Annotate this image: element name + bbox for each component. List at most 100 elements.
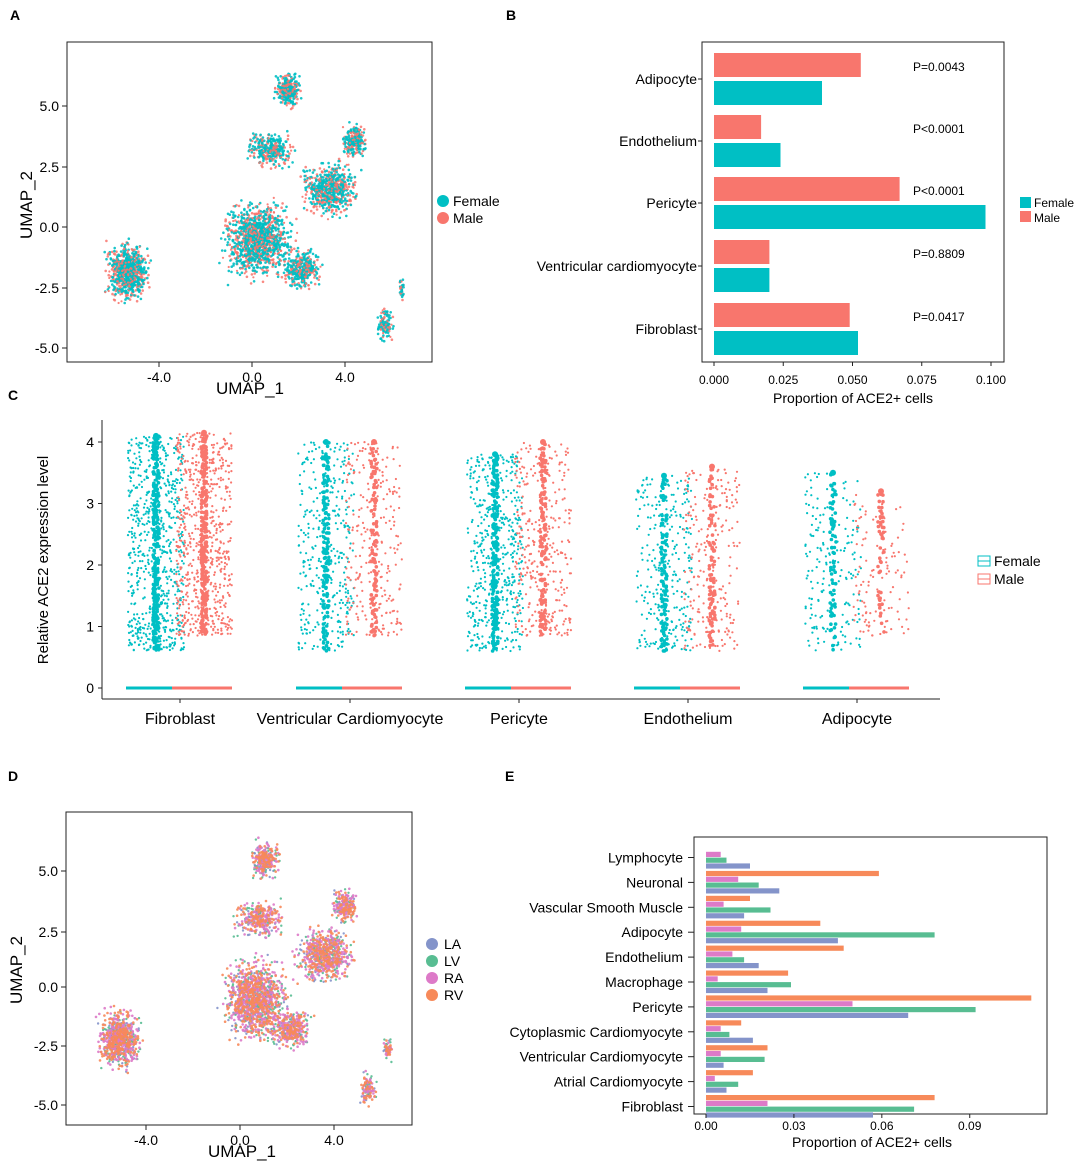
cell-point (280, 275, 284, 279)
cell-point (283, 209, 287, 212)
cell-point (241, 249, 244, 252)
cell-point (341, 168, 345, 171)
cell-point (379, 320, 382, 323)
cell-point (305, 190, 309, 193)
cell-point-female (175, 627, 178, 631)
cell-point (290, 149, 293, 152)
cell-point (117, 263, 121, 266)
cell-point-female (171, 622, 174, 625)
cell-point-female (135, 457, 138, 460)
cell-point (245, 265, 248, 268)
cell-point (335, 169, 338, 172)
cell-point (281, 142, 285, 146)
cell-point (308, 186, 311, 189)
cell-point (271, 137, 275, 141)
cell-point-female (166, 582, 169, 585)
cell-point (130, 267, 133, 270)
cell-point (149, 259, 153, 262)
cell-point (309, 258, 312, 261)
cell-point (286, 245, 289, 249)
cell-point (294, 95, 297, 98)
cell-point-female (127, 580, 130, 583)
cell-point-female (131, 461, 135, 464)
cell-point-female (167, 635, 170, 638)
cell-point (287, 253, 291, 256)
cell-point (320, 190, 323, 193)
median-point-female (153, 488, 157, 493)
cell-point (269, 251, 273, 254)
cell-point (289, 260, 293, 263)
cell-point (350, 134, 354, 137)
cell-point-female (141, 553, 144, 557)
cell-point (120, 300, 123, 303)
cell-point (105, 239, 108, 243)
cell-point (360, 135, 363, 139)
cell-point (328, 181, 331, 184)
median-point-female (154, 450, 159, 455)
cell-point-female (130, 536, 134, 539)
cell-point (247, 261, 250, 264)
cell-point (249, 154, 252, 158)
plot-border-a (66, 41, 433, 363)
cell-point (237, 241, 241, 244)
cell-point (262, 209, 266, 213)
cell-point-female (166, 612, 169, 615)
cell-point (389, 311, 393, 314)
cell-point-female (145, 468, 148, 471)
cell-point-female (170, 516, 173, 520)
bar-male (714, 115, 762, 139)
cell-point (104, 269, 107, 273)
cell-point (284, 241, 287, 244)
cell-point (272, 261, 275, 264)
cell-point-female (163, 594, 166, 597)
cell-point (274, 165, 278, 168)
cell-point (347, 163, 350, 166)
cell-point (287, 275, 290, 279)
cell-point (350, 176, 353, 179)
cell-point (276, 271, 280, 274)
cell-point (266, 142, 269, 145)
cell-point-female (145, 475, 148, 478)
cell-point (272, 201, 276, 204)
cell-point-female (164, 630, 167, 634)
cell-point (276, 256, 280, 259)
cell-point (236, 244, 240, 248)
cell-point (289, 97, 292, 100)
cell-point-female (164, 602, 167, 605)
cell-point (315, 266, 318, 269)
cell-point-female (170, 630, 173, 633)
cell-point (139, 297, 143, 301)
cell-point (282, 226, 286, 230)
cell-point (240, 219, 243, 223)
cell-point-female (139, 497, 142, 500)
cell-point (133, 260, 136, 263)
cell-point-female (136, 500, 139, 503)
cell-point (350, 146, 353, 149)
cell-point-female (143, 554, 146, 558)
cell-point (234, 238, 237, 241)
cell-point (269, 217, 272, 220)
cell-point-female (161, 615, 164, 618)
panel-label-b: B (506, 7, 516, 23)
cell-point (280, 259, 283, 262)
cell-point-female (168, 512, 171, 515)
cell-point (347, 130, 351, 133)
cell-point-female (171, 585, 175, 588)
cell-point (293, 261, 296, 264)
cell-point (269, 167, 273, 170)
cell-point (269, 258, 273, 262)
cell-point (136, 282, 140, 286)
cell-point-female (179, 549, 182, 552)
cell-point (276, 242, 280, 246)
cell-point-female (138, 626, 141, 630)
cell-point (332, 193, 336, 197)
cell-point (245, 257, 248, 260)
cell-point-female (163, 628, 166, 631)
cell-point-female (145, 641, 148, 644)
cell-point (333, 163, 337, 167)
cell-point (342, 196, 345, 199)
cell-point-female (136, 575, 139, 578)
cell-point (327, 170, 331, 174)
cell-point (258, 256, 261, 259)
cell-point (279, 249, 282, 252)
